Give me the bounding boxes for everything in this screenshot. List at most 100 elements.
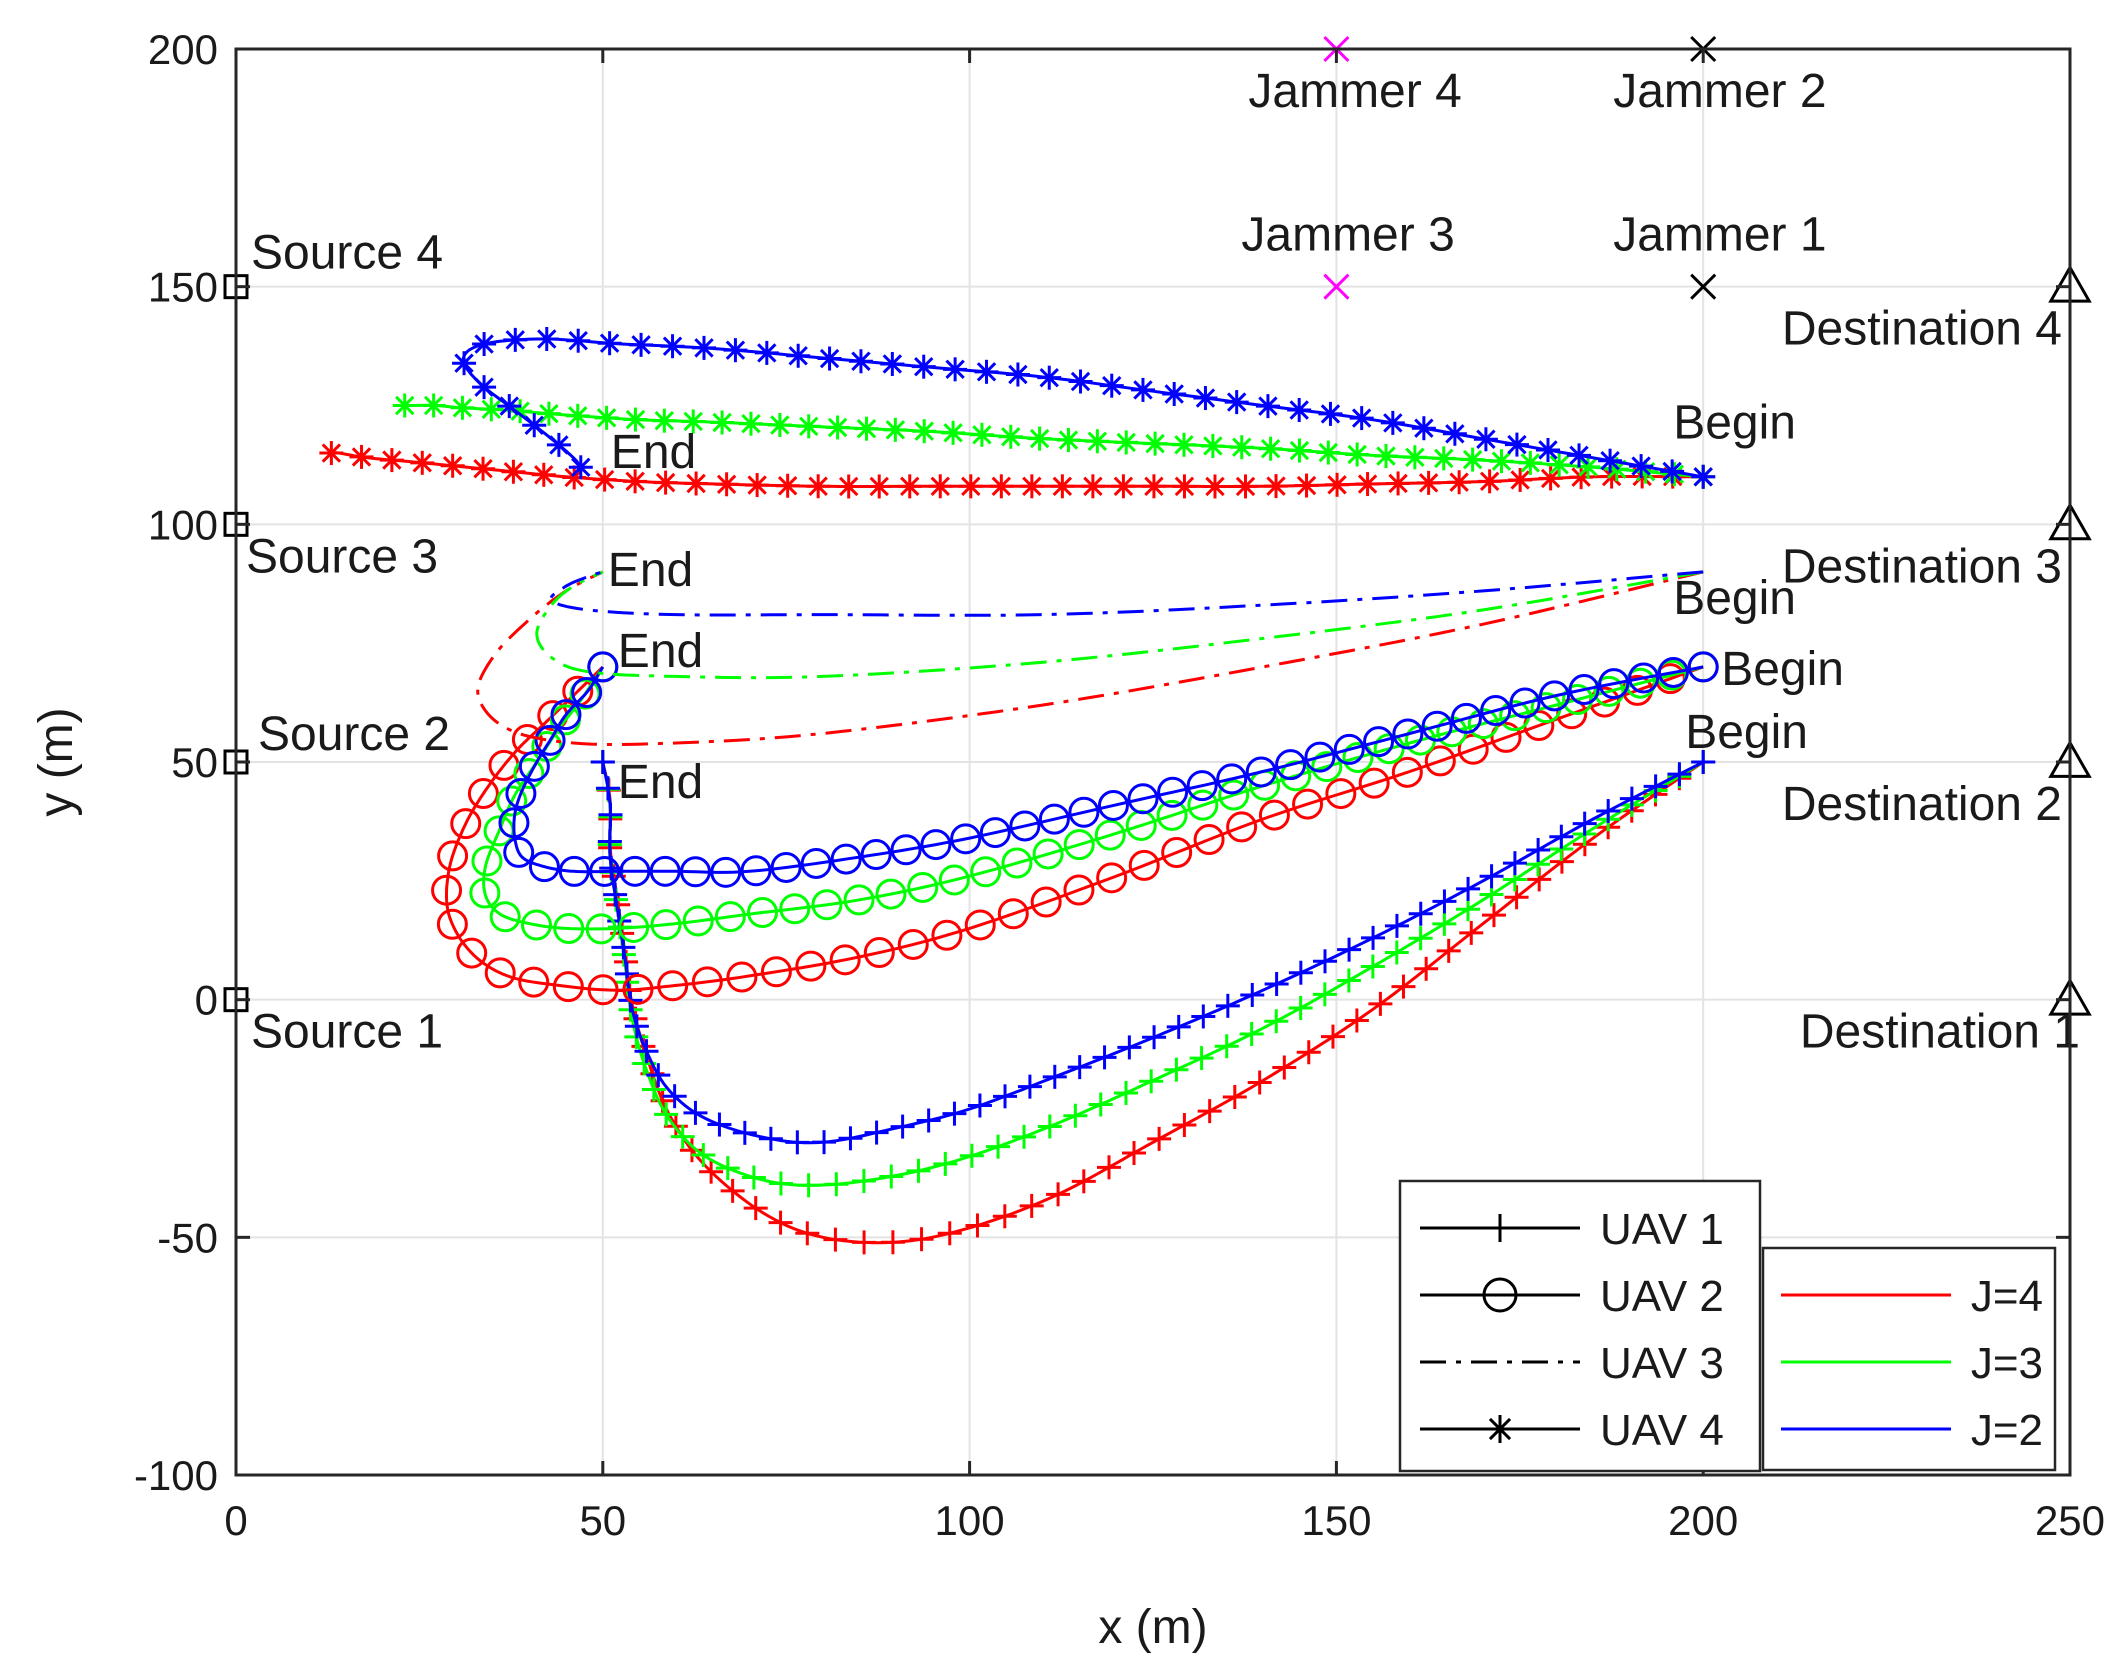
trajectory-point [1288, 960, 1313, 985]
trajectory-point [598, 802, 623, 827]
trajectory-point [662, 1084, 687, 1109]
trajectory-point [1421, 710, 1453, 742]
legend-label: UAV 2 [1600, 1272, 1724, 1321]
end-label: End [618, 756, 703, 809]
end-label: End [608, 544, 693, 597]
trajectory-point [1349, 406, 1374, 431]
trajectory-point [1050, 474, 1075, 499]
trajectory-point [410, 450, 435, 475]
trajectory-point [1432, 889, 1457, 914]
trajectory-point [1391, 974, 1416, 999]
trajectory-point [779, 893, 811, 925]
trajectory-point [1408, 901, 1433, 926]
trajectory-point [943, 357, 968, 382]
x-tick-label: 150 [1301, 1497, 1371, 1544]
trajectory-point [558, 855, 590, 887]
trajectory-point [1096, 862, 1128, 894]
trajectory-point [594, 405, 619, 430]
trajectory-point [1336, 968, 1361, 993]
uav-legend: UAV 1 UAV 2 UAV 3 UAV 4 [1398, 1179, 1762, 1473]
trajectory-point [528, 851, 560, 883]
trajectory-point [1172, 1113, 1197, 1138]
trajectory-point [1392, 718, 1424, 750]
trajectory-point [1344, 1008, 1369, 1033]
y-tick-label: -100 [134, 1452, 218, 1499]
trajectory-point [597, 829, 622, 854]
trajectory-point [1456, 876, 1481, 901]
trajectory-point [437, 840, 469, 872]
trajectory-point [829, 944, 861, 976]
trajectory-point [1480, 695, 1512, 727]
trajectory-point [679, 856, 711, 888]
trajectory-point [1017, 1074, 1042, 1099]
trajectory-point [1001, 847, 1033, 879]
trajectory-point [723, 338, 748, 363]
trajectory-point [1333, 733, 1365, 765]
trajectory-point [1416, 470, 1441, 495]
trajectory-point [1598, 448, 1623, 473]
trajectory-point [863, 937, 895, 969]
trajectory-point [496, 785, 528, 817]
trajectory-point [518, 966, 550, 998]
trajectory-point [1431, 446, 1456, 471]
trajectory-point [811, 889, 843, 921]
trajectory-point [993, 1084, 1018, 1109]
trajectory-point [472, 332, 497, 357]
trajectory-point [1572, 811, 1597, 836]
trajectory-point [587, 974, 619, 1006]
trajectory-point [657, 970, 689, 1002]
trajectory-point [1391, 756, 1423, 788]
trajectory-point [714, 901, 746, 933]
trajectory-point [1068, 796, 1100, 828]
trajectory-point [1071, 1169, 1096, 1194]
trajectory-point [906, 1158, 931, 1183]
trajectory-point [1139, 1069, 1164, 1094]
source-label: Source 3 [246, 530, 438, 583]
trajectory-point [823, 1227, 848, 1252]
trajectory-point [1596, 799, 1621, 824]
trajectory-point [1691, 464, 1716, 489]
y-tick-label: 200 [148, 26, 218, 73]
trajectory-point [1157, 776, 1189, 808]
trajectory-point [795, 1221, 820, 1246]
trajectory-point [1567, 443, 1592, 468]
trajectory-point [1019, 474, 1044, 499]
y-tick-label: 100 [148, 501, 218, 548]
trajectory-point [1197, 1099, 1222, 1124]
trajectory-point [589, 855, 621, 887]
trajectory-point [1012, 1124, 1037, 1149]
jammer-label: Jammer 4 [1248, 65, 1461, 118]
trajectory-point [1215, 993, 1240, 1018]
trajectory-line [535, 570, 1704, 680]
trajectory-point [501, 459, 526, 484]
trajectory-point [965, 1213, 990, 1238]
legend-label: UAV 3 [1600, 1339, 1724, 1388]
trajectory-point [1247, 1070, 1272, 1095]
trajectory-point [1216, 763, 1248, 795]
trajectory-point [1245, 756, 1277, 788]
trajectory-point [760, 956, 792, 988]
trajectory-point [472, 375, 497, 400]
legend: UAV 1 UAV 2 UAV 3 UAV 4 J=4 J=3 J=2 [1398, 1179, 2057, 1473]
trajectory-point [1414, 956, 1439, 981]
trajectory-point [1037, 1114, 1062, 1139]
trajectory-point [467, 778, 499, 810]
trajectory-point [319, 441, 344, 466]
trajectory-point [1473, 427, 1498, 452]
trajectory-point [1504, 432, 1529, 457]
trajectory-point [1345, 442, 1370, 467]
trajectory-point [950, 823, 982, 855]
trajectory-point [1363, 726, 1395, 758]
trajectory-point [1460, 447, 1485, 472]
trajectory-point [830, 843, 862, 875]
trajectory-point [1316, 440, 1341, 465]
trajectory-point [565, 403, 590, 428]
trajectory-point [852, 1230, 877, 1255]
trajectory-point [864, 1120, 889, 1145]
trajectory-point [684, 471, 709, 496]
trajectory-point [860, 839, 892, 871]
trajectory-point [1229, 435, 1254, 460]
trajectory-point [1258, 436, 1283, 461]
trajectory-point [670, 1124, 695, 1149]
trajectory-point [967, 1093, 992, 1118]
